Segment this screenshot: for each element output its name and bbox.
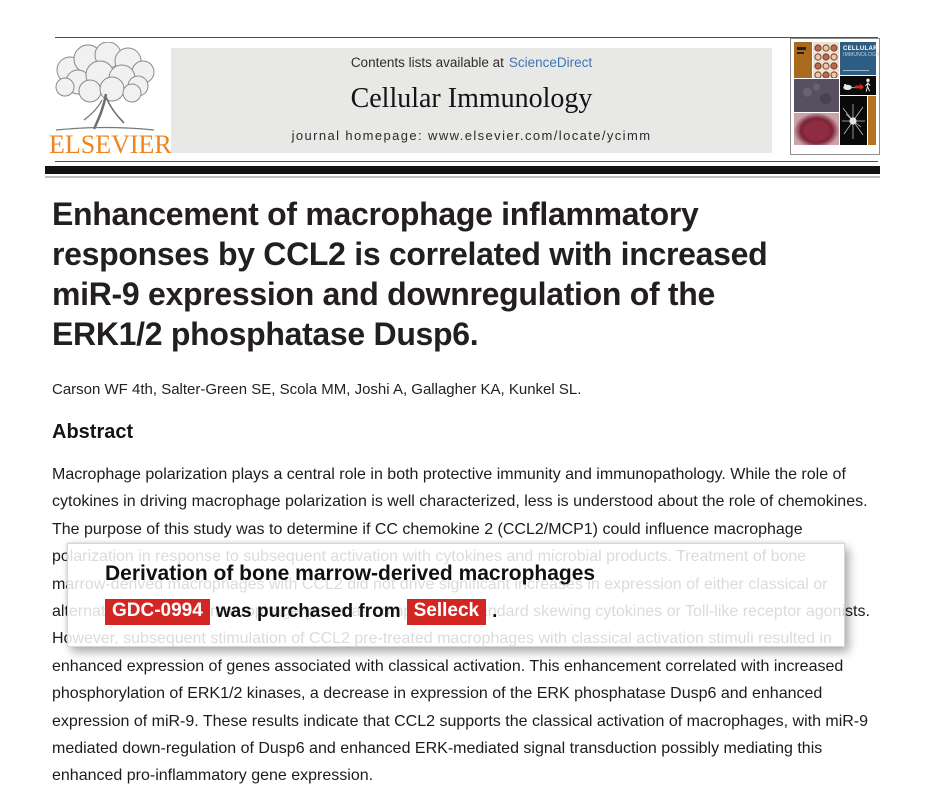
divider-bar (45, 166, 880, 174)
divider-bar-shadow (45, 176, 880, 178)
cover-title-line1: CELLULAR (843, 46, 878, 52)
abstract-line: enhanced expression of genes associated … (52, 657, 844, 675)
title-line: miR-9 expression and downregulation of t… (52, 276, 716, 312)
vendor-highlight: Selleck (406, 599, 487, 625)
sciencedirect-link[interactable]: ScienceDirect (508, 55, 593, 70)
header-bottom-rule (55, 161, 878, 162)
title-line: Enhancement of macrophage inflammatory (52, 196, 699, 232)
compound-highlight: GDC-0994 (105, 599, 210, 625)
cover-orange-strip (868, 96, 876, 145)
annotation-popup: Derivation of bone marrow-derived macrop… (67, 543, 845, 647)
popup-sentence-text: was purchased from (215, 601, 401, 622)
article-title: Enhancement of macrophage inflammatory r… (52, 194, 768, 354)
header-top-rule (55, 37, 878, 38)
dendritic-cell-icon (840, 96, 867, 145)
abstract-line: The purpose of this study was to determi… (52, 520, 803, 538)
contents-prefix: Contents lists available at (350, 55, 504, 70)
journal-cover: CELLULAR IMMUNOLOGY (790, 38, 880, 155)
abstract-line: Macrophage polarization plays a central … (52, 466, 846, 483)
abstract-line: expression of miR-9. These results indic… (52, 712, 869, 730)
popup-sentence-period: . (492, 601, 498, 622)
cover-editor-rule (843, 70, 869, 71)
cover-histology-tile (794, 113, 839, 145)
abstract-line: phosphorylation of ERK1/2 kinases, a dec… (52, 685, 823, 703)
author-list: Carson WF 4th, Salter-Green SE, Scola MM… (52, 381, 582, 398)
popup-sentence: GDC-0994 was purchased from Selleck . (105, 599, 844, 625)
cell-culture-icon (813, 42, 839, 79)
cover-tissue-tile (794, 79, 839, 112)
journal-banner: Contents lists available at ScienceDirec… (171, 48, 772, 153)
abstract-heading: Abstract (52, 421, 134, 443)
abstract-line: cytokines in driving macrophage polariza… (52, 493, 868, 511)
abstract-line: mediated down-regulation of Dusp6 and en… (52, 740, 823, 758)
mouse-to-human-icon (840, 76, 876, 95)
cover-title-tile: CELLULAR IMMUNOLOGY (840, 42, 880, 75)
cover-title-line2: IMMUNOLOGY (843, 52, 880, 58)
journal-homepage-url: journal homepage: www.elsevier.com/locat… (291, 128, 652, 143)
title-line: responses by CCL2 is correlated with inc… (52, 236, 768, 272)
elsevier-wordmark: ELSEVIER (49, 130, 172, 159)
elsevier-tree-icon (55, 42, 155, 131)
journal-name: Cellular Immunology (350, 83, 593, 114)
popup-heading: Derivation of bone marrow-derived macrop… (105, 562, 596, 585)
abstract-line: enhanced pro-inflammatory gene expressio… (52, 767, 374, 785)
contents-line: Contents lists available at ScienceDirec… (351, 55, 592, 70)
cover-publisher-tile (794, 42, 812, 78)
title-line: ERK1/2 phosphatase Dusp6. (52, 316, 479, 352)
